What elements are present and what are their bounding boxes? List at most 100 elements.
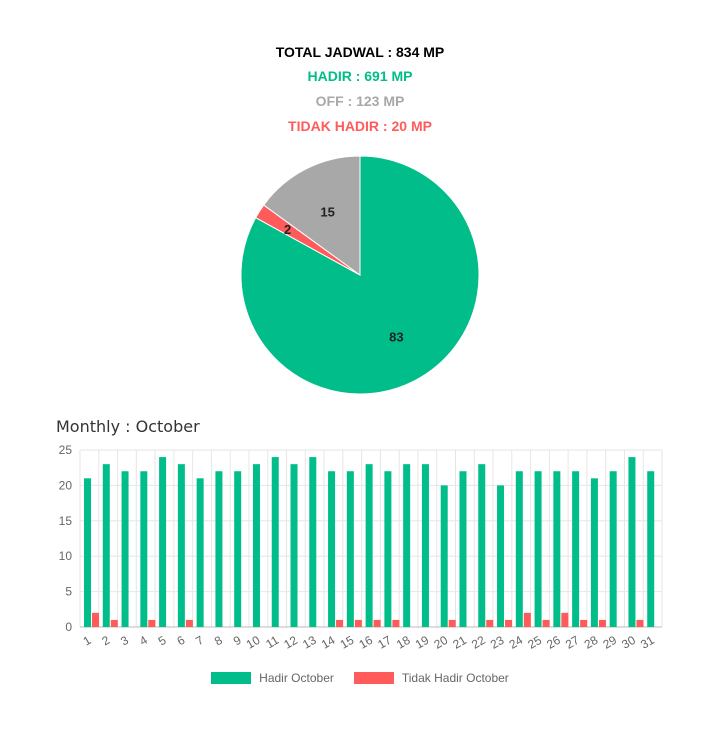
- bar-hadir[interactable]: [459, 471, 467, 627]
- legend-label-tidak-hadir: Tidak Hadir October: [401, 671, 509, 685]
- pie-slice-label-1: 2: [284, 222, 291, 237]
- bar-hadir[interactable]: [403, 464, 411, 627]
- bar-tidak-hadir[interactable]: [92, 612, 99, 627]
- y-tick-label: 0: [65, 620, 72, 634]
- bar-hadir[interactable]: [384, 471, 392, 627]
- x-tick-label: 26: [544, 633, 563, 652]
- bar-hadir[interactable]: [478, 464, 486, 627]
- x-tick-label: 22: [469, 633, 488, 652]
- bar-tidak-hadir[interactable]: [354, 619, 362, 627]
- x-tick-label: 5: [156, 633, 169, 649]
- x-tick-label: 12: [281, 633, 300, 652]
- bar-hadir[interactable]: [647, 471, 655, 627]
- bar-hadir[interactable]: [534, 471, 542, 627]
- bar-hadir[interactable]: [421, 464, 429, 627]
- bar-tidak-hadir[interactable]: [636, 619, 644, 627]
- x-tick-label: 27: [563, 633, 582, 652]
- pie-slice-2[interactable]: [263, 155, 361, 276]
- total-jadwal-label: TOTAL JADWAL : 834 MP: [275, 44, 445, 60]
- legend-swatch-hadir: [211, 672, 252, 684]
- x-tick-label: 13: [300, 633, 319, 652]
- bar-tidak-hadir[interactable]: [185, 619, 193, 627]
- tidak-hadir-summary-label: TIDAK HADIR : 20 MP: [288, 118, 432, 134]
- bar-hadir[interactable]: [515, 471, 523, 627]
- bar-hadir[interactable]: [365, 464, 373, 627]
- bar-hadir[interactable]: [252, 464, 260, 627]
- bar-tidak-hadir[interactable]: [448, 619, 456, 627]
- bar-hadir[interactable]: [440, 485, 448, 627]
- bar-hadir[interactable]: [497, 485, 505, 627]
- bar-tidak-hadir[interactable]: [486, 619, 494, 627]
- x-tick-label: 31: [638, 633, 657, 652]
- bar-hadir[interactable]: [290, 464, 298, 627]
- bar-hadir[interactable]: [553, 471, 561, 627]
- monthly-chart-title: Monthly : October: [56, 417, 200, 436]
- x-tick-label: 28: [582, 633, 601, 652]
- bar-tidak-hadir[interactable]: [561, 612, 569, 627]
- x-tick-label: 19: [413, 633, 432, 652]
- chart-legend: Hadir October Tidak Hadir October: [0, 671, 720, 685]
- y-tick-label: 20: [59, 478, 73, 492]
- x-tick-label: 2: [99, 633, 112, 649]
- x-tick-label: 29: [601, 633, 620, 652]
- bar-hadir[interactable]: [84, 478, 91, 627]
- off-summary-label: OFF : 123 MP: [315, 93, 405, 109]
- legend-item-hadir[interactable]: Hadir October: [211, 671, 334, 685]
- bar-tidak-hadir[interactable]: [505, 619, 513, 627]
- bar-hadir[interactable]: [628, 457, 636, 627]
- pie-slice-label-2: 15: [320, 204, 334, 219]
- bar-hadir[interactable]: [271, 457, 279, 627]
- bar-tidak-hadir[interactable]: [523, 612, 531, 627]
- bar-tidak-hadir[interactable]: [373, 619, 381, 627]
- x-tick-label: 1: [81, 633, 94, 649]
- bar-hadir[interactable]: [572, 471, 580, 627]
- y-tick-label: 10: [59, 549, 73, 563]
- legend-swatch-tidak-hadir: [353, 672, 394, 684]
- x-tick-label: 6: [175, 633, 188, 649]
- y-tick-label: 25: [59, 443, 73, 457]
- bar-tidak-hadir[interactable]: [336, 619, 344, 627]
- bar-tidak-hadir[interactable]: [598, 619, 606, 627]
- bar-hadir[interactable]: [196, 478, 204, 627]
- x-tick-label: 11: [263, 633, 281, 652]
- pie-slice-label-0: 83: [389, 329, 403, 344]
- bar-tidak-hadir[interactable]: [580, 619, 588, 627]
- bar-hadir[interactable]: [590, 478, 598, 627]
- bar-tidak-hadir[interactable]: [392, 619, 400, 627]
- x-tick-label: 20: [432, 633, 451, 652]
- y-tick-label: 5: [65, 585, 72, 599]
- x-tick-label: 17: [375, 633, 394, 652]
- bar-hadir[interactable]: [177, 464, 185, 627]
- bar-tidak-hadir[interactable]: [148, 619, 156, 627]
- bar-hadir[interactable]: [346, 471, 354, 627]
- x-tick-label: 4: [137, 633, 150, 649]
- legend-label-hadir: Hadir October: [259, 671, 334, 685]
- bar-hadir[interactable]: [140, 471, 148, 627]
- bar-tidak-hadir[interactable]: [110, 619, 118, 627]
- x-tick-label: 3: [118, 633, 131, 649]
- x-tick-label: 21: [450, 633, 469, 652]
- x-tick-label: 8: [212, 633, 225, 649]
- bar-hadir[interactable]: [159, 457, 167, 627]
- x-tick-label: 24: [507, 633, 526, 652]
- x-tick-label: 25: [525, 633, 544, 652]
- x-tick-label: 16: [356, 633, 375, 652]
- x-tick-label: 30: [619, 633, 638, 652]
- bar-tidak-hadir[interactable]: [542, 619, 550, 627]
- y-tick-label: 15: [59, 514, 73, 528]
- hadir-summary-label: HADIR : 691 MP: [307, 68, 413, 84]
- bar-hadir[interactable]: [234, 471, 242, 627]
- bar-hadir[interactable]: [609, 471, 617, 627]
- x-tick-label: 23: [488, 633, 507, 652]
- legend-item-tidak-hadir[interactable]: Tidak Hadir October: [353, 671, 509, 685]
- bar-hadir[interactable]: [328, 471, 336, 627]
- attendance-pie-chart: 83 2 15: [240, 155, 480, 395]
- bar-hadir[interactable]: [215, 471, 223, 627]
- bar-hadir[interactable]: [309, 457, 317, 627]
- x-tick-label: 14: [319, 633, 338, 652]
- bar-hadir[interactable]: [121, 471, 129, 627]
- x-tick-label: 15: [338, 633, 357, 652]
- x-tick-label: 9: [231, 633, 244, 649]
- bar-hadir[interactable]: [102, 464, 110, 627]
